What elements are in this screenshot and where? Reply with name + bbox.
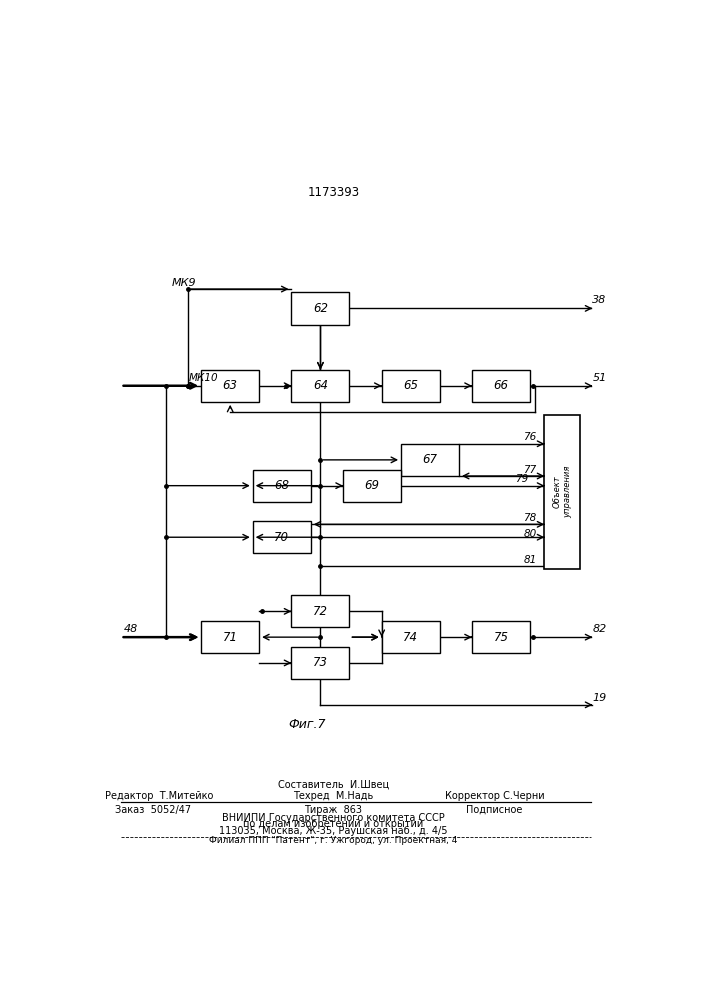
Text: Техред  М.Надь: Техред М.Надь <box>293 791 373 801</box>
Text: МК10: МК10 <box>188 373 218 383</box>
Bar <box>472 621 530 653</box>
Bar <box>382 370 440 402</box>
Text: 19: 19 <box>592 693 607 703</box>
Text: 81: 81 <box>523 555 537 565</box>
Text: 73: 73 <box>313 656 328 669</box>
Bar <box>291 647 349 679</box>
Text: 67: 67 <box>423 453 438 466</box>
Text: 71: 71 <box>223 631 238 644</box>
Text: 48: 48 <box>124 624 138 634</box>
Text: по делам изобретений и открытий: по делам изобретений и открытий <box>243 819 423 829</box>
Text: 74: 74 <box>403 631 418 644</box>
Text: 80: 80 <box>523 529 537 539</box>
Text: 79: 79 <box>515 474 528 484</box>
Text: 78: 78 <box>523 513 537 523</box>
Text: 70: 70 <box>274 531 289 544</box>
Bar <box>201 621 259 653</box>
Bar <box>472 370 530 402</box>
Bar <box>544 415 580 569</box>
Bar <box>291 595 349 627</box>
Bar <box>382 621 440 653</box>
Text: 63: 63 <box>223 379 238 392</box>
Text: 66: 66 <box>493 379 508 392</box>
Text: Заказ  5052/47: Заказ 5052/47 <box>115 805 191 815</box>
Text: Составитель  И.Швец: Составитель И.Швец <box>278 779 389 789</box>
Bar <box>343 470 401 502</box>
Text: 75: 75 <box>493 631 508 644</box>
Text: МК9: МК9 <box>173 278 197 288</box>
Bar <box>253 470 311 502</box>
Text: 65: 65 <box>403 379 418 392</box>
Text: Подписное: Подписное <box>467 805 522 815</box>
Text: 62: 62 <box>313 302 328 315</box>
Text: 76: 76 <box>523 432 537 442</box>
Text: ВНИИПИ Государственного комитета СССР: ВНИИПИ Государственного комитета СССР <box>222 813 445 823</box>
Bar <box>291 292 349 325</box>
Text: 1173393: 1173393 <box>308 186 359 199</box>
Bar <box>401 444 459 476</box>
Text: 69: 69 <box>365 479 380 492</box>
Text: 77: 77 <box>523 465 537 475</box>
Bar <box>253 521 311 553</box>
Text: 72: 72 <box>313 605 328 618</box>
Text: 38: 38 <box>592 295 607 305</box>
Text: Тираж  863: Тираж 863 <box>304 805 362 815</box>
Text: 113035, Москва, Ж-35, Раушская наб., д. 4/5: 113035, Москва, Ж-35, Раушская наб., д. … <box>219 826 448 836</box>
Text: 82: 82 <box>592 624 607 634</box>
Text: Филиал ППП "Патент", г. Ужгород, ул. Проектная, 4: Филиал ППП "Патент", г. Ужгород, ул. Про… <box>209 836 457 845</box>
Text: Корректор С.Черни: Корректор С.Черни <box>445 791 544 801</box>
Bar <box>291 370 349 402</box>
Text: 68: 68 <box>274 479 289 492</box>
Text: Фиг.7: Фиг.7 <box>288 718 327 731</box>
Text: 51: 51 <box>592 373 607 383</box>
Bar <box>201 370 259 402</box>
Text: Объект
управления: Объект управления <box>552 466 572 518</box>
Text: Редактор  Т.Митейко: Редактор Т.Митейко <box>105 791 214 801</box>
Text: 64: 64 <box>313 379 328 392</box>
